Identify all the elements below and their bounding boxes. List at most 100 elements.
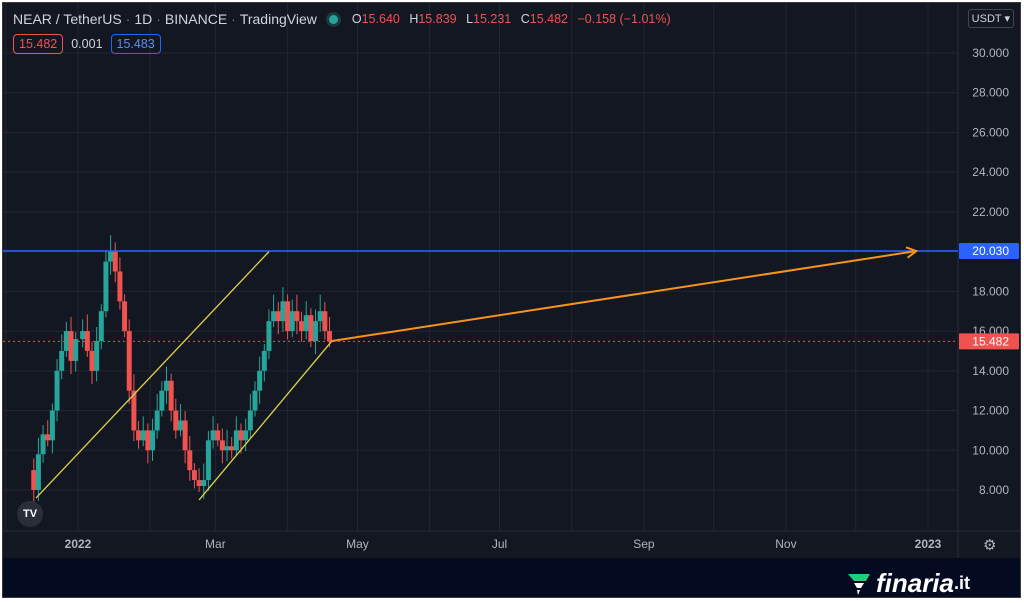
- candle-body: [59, 350, 65, 371]
- candle-body: [154, 410, 160, 431]
- candle-body: [145, 430, 151, 451]
- tradingview-logo-icon[interactable]: TV: [17, 501, 43, 527]
- candle-body: [275, 311, 281, 322]
- candle-body: [108, 251, 114, 262]
- candle-body: [49, 410, 55, 441]
- candle-body: [94, 341, 100, 371]
- trade-buttons: 15.482 0.001 15.483: [13, 34, 161, 54]
- candle-body: [271, 311, 277, 322]
- time-tick-label: 2022: [65, 537, 92, 551]
- candle-body: [308, 315, 314, 342]
- time-tick-label: Mar: [205, 537, 226, 551]
- gear-icon[interactable]: ⚙: [983, 537, 997, 554]
- time-tick-label: Nov: [775, 537, 796, 551]
- candle-body: [103, 261, 109, 312]
- candle-body: [84, 331, 90, 351]
- candle-body: [187, 450, 193, 471]
- candle-body: [285, 301, 291, 332]
- candle-body: [224, 446, 230, 451]
- candle-body: [317, 311, 323, 322]
- sell-button[interactable]: 15.482: [13, 34, 64, 54]
- candle-body: [196, 480, 202, 487]
- candle-body: [243, 430, 249, 441]
- candle-body: [131, 390, 137, 431]
- level-price-tag: 20.030: [972, 244, 1009, 258]
- candle-body: [280, 301, 286, 322]
- candle-body: [261, 350, 267, 371]
- price-chart[interactable]: 30.00028.00026.00024.00022.00020.00018.0…: [3, 3, 1020, 558]
- projection-arrow[interactable]: [331, 250, 917, 343]
- candle-body: [163, 380, 169, 391]
- high-value: 15.839: [418, 12, 457, 26]
- candle-body: [313, 321, 319, 342]
- price-tick-label: 14.000: [972, 364, 1009, 378]
- candle-body: [191, 470, 197, 481]
- candle-body: [150, 430, 156, 451]
- spread-value: 0.001: [71, 37, 103, 51]
- finaria-logo-icon: [847, 573, 870, 595]
- price-tick-label: 12.000: [972, 404, 1009, 418]
- candle-body: [126, 331, 132, 391]
- candle-body: [182, 420, 188, 451]
- price-tick-label: 22.000: [972, 205, 1009, 219]
- price-tick-label: 24.000: [972, 165, 1009, 179]
- candle-body: [327, 331, 333, 342]
- price-tick-label: 10.000: [972, 443, 1009, 457]
- candle-body: [238, 430, 244, 441]
- price-tick-label: 30.000: [972, 46, 1009, 60]
- ohlc-readout: O15.640 H15.839 L15.231 C15.482 −0.158 (…: [351, 12, 671, 26]
- interval[interactable]: 1D: [134, 11, 153, 27]
- candle-body: [35, 454, 41, 490]
- candle-body: [122, 301, 128, 332]
- candle-body: [299, 321, 305, 332]
- change-value: −0.158 (−1.01%): [577, 12, 671, 26]
- candle-body: [303, 315, 309, 332]
- candle-body: [40, 434, 46, 455]
- candle-body: [63, 331, 69, 351]
- currency-selector[interactable]: USDT ▾: [967, 9, 1014, 28]
- candle-body: [68, 331, 74, 361]
- trendline[interactable]: [35, 251, 270, 499]
- candle-body: [201, 480, 207, 487]
- footer-banner: finaria .it: [3, 558, 1020, 597]
- candle-body: [177, 420, 183, 431]
- candle-body: [136, 430, 142, 441]
- candle-body: [289, 311, 295, 332]
- price-tick-label: 18.000: [972, 284, 1009, 298]
- candle-body: [266, 321, 272, 351]
- candle-body: [140, 430, 146, 441]
- candle-body: [45, 434, 51, 441]
- trendline[interactable]: [198, 340, 333, 501]
- candle-body: [159, 390, 165, 411]
- time-tick-label: May: [346, 537, 369, 551]
- close-value: 15.482: [529, 12, 569, 26]
- last-price-tag: 15.482: [972, 334, 1009, 348]
- symbol-name[interactable]: NEAR / TetherUS: [13, 11, 122, 27]
- symbol-header: NEAR / TetherUS · 1D · BINANCE · Trading…: [13, 11, 677, 27]
- candle-body: [112, 251, 118, 272]
- candle-body: [252, 390, 258, 411]
- candle-body: [294, 311, 300, 322]
- time-tick-label: Jul: [492, 537, 507, 551]
- candle-body: [229, 446, 235, 451]
- candle-body: [219, 440, 225, 451]
- level-price-tag-bg: [959, 243, 1019, 260]
- open-value: 15.640: [361, 12, 400, 26]
- price-tick-label: 26.000: [972, 125, 1009, 139]
- data-source: TradingView: [239, 11, 317, 27]
- candle-body: [73, 339, 79, 361]
- low-value: 15.231: [473, 12, 512, 26]
- candle-body: [98, 311, 104, 342]
- chevron-down-icon: ▾: [1001, 13, 1010, 25]
- candle-body: [54, 370, 60, 411]
- candle-body: [247, 410, 253, 431]
- candle-body: [31, 470, 37, 490]
- candle-body: [117, 271, 123, 302]
- candle-body: [205, 440, 211, 481]
- buy-button[interactable]: 15.483: [110, 34, 161, 54]
- price-tick-label: 28.000: [972, 86, 1009, 100]
- candle-body: [168, 380, 174, 411]
- time-tick-label: Sep: [633, 537, 655, 551]
- last-price-tag-bg: [959, 333, 1019, 350]
